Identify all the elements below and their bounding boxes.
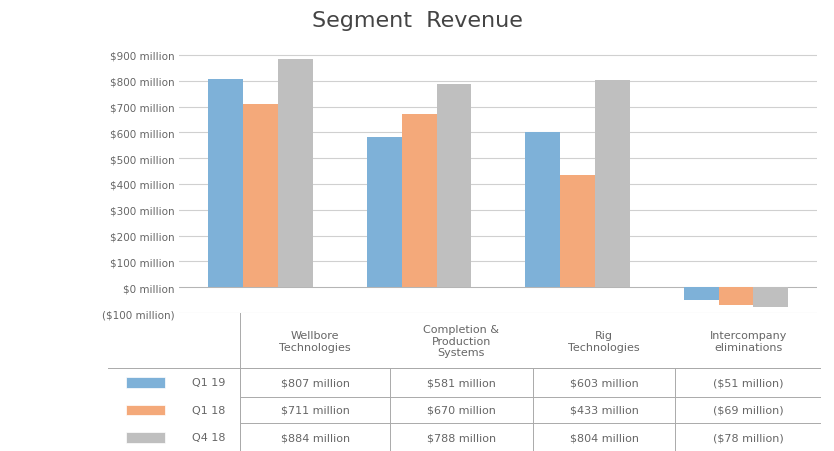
Text: $670 million: $670 million xyxy=(427,405,496,415)
Bar xyxy=(402,115,436,288)
Bar xyxy=(595,80,630,288)
Bar xyxy=(278,60,313,288)
Bar xyxy=(126,405,165,415)
Bar xyxy=(244,105,278,288)
Text: Completion &
Production
Systems: Completion & Production Systems xyxy=(424,324,500,358)
Text: $603 million: $603 million xyxy=(570,377,638,387)
Text: ($78 million): ($78 million) xyxy=(713,432,784,442)
Text: $804 million: $804 million xyxy=(570,432,639,442)
Text: Intercompany
eliminations: Intercompany eliminations xyxy=(710,330,787,352)
Text: $581 million: $581 million xyxy=(427,377,496,387)
Text: $711 million: $711 million xyxy=(281,405,349,415)
Bar xyxy=(126,377,165,388)
Bar xyxy=(208,80,244,288)
Text: $788 million: $788 million xyxy=(427,432,496,442)
Text: Q4 18: Q4 18 xyxy=(192,432,226,442)
Bar xyxy=(525,132,560,288)
Text: $807 million: $807 million xyxy=(281,377,349,387)
Bar xyxy=(684,288,719,301)
Bar xyxy=(367,138,402,288)
Text: ($69 million): ($69 million) xyxy=(713,405,784,415)
Bar xyxy=(126,432,165,442)
Text: Q1 18: Q1 18 xyxy=(192,405,225,415)
Text: $884 million: $884 million xyxy=(281,432,349,442)
Text: ($51 million): ($51 million) xyxy=(713,377,784,387)
Bar xyxy=(560,176,595,288)
Text: Wellbore
Technologies: Wellbore Technologies xyxy=(279,330,351,352)
Text: Rig
Technologies: Rig Technologies xyxy=(568,330,640,352)
Bar xyxy=(436,85,471,288)
Bar xyxy=(753,288,788,308)
Text: Segment  Revenue: Segment Revenue xyxy=(312,11,522,31)
Text: $433 million: $433 million xyxy=(570,405,639,415)
Bar xyxy=(719,288,753,305)
Text: Q1 19: Q1 19 xyxy=(192,377,225,387)
